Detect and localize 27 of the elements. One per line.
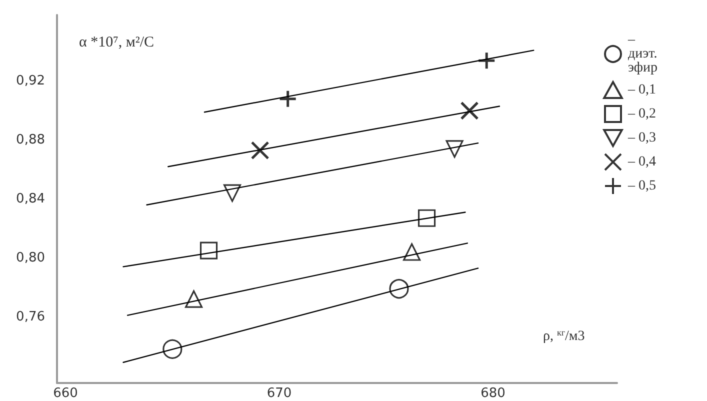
point bbox=[389, 278, 409, 299]
point bbox=[184, 290, 203, 308]
legend-label: – 0,1 bbox=[627, 82, 656, 98]
legend-label: – диэт. эфир bbox=[627, 32, 661, 76]
y-tick-label: 0,92 bbox=[16, 74, 45, 89]
y-tick-label: 0,76 bbox=[16, 309, 45, 324]
point bbox=[460, 101, 479, 120]
point bbox=[200, 242, 218, 260]
point bbox=[418, 209, 436, 227]
y-axis-title: α *10⁷, м²/С bbox=[79, 34, 154, 50]
x-tick-label: 660 bbox=[53, 386, 78, 401]
y-tick-label: 0,80 bbox=[16, 250, 45, 266]
point bbox=[403, 243, 421, 261]
point bbox=[162, 339, 182, 359]
x-tick-label: 680 bbox=[480, 386, 506, 401]
legend-label: – 0,2 bbox=[627, 106, 656, 122]
point bbox=[477, 51, 496, 70]
point bbox=[278, 90, 298, 108]
legend-label: – 0,4 bbox=[627, 154, 656, 170]
x-tick-label: 670 bbox=[266, 386, 292, 401]
legend-label: – 0,5 bbox=[627, 178, 656, 194]
y-tick-label: 0,84 bbox=[16, 192, 45, 206]
point bbox=[223, 184, 242, 202]
y-tick-label: 0,88 bbox=[16, 132, 45, 148]
point bbox=[250, 141, 270, 160]
point bbox=[446, 140, 464, 158]
legend-label: – 0,3 bbox=[627, 130, 656, 146]
